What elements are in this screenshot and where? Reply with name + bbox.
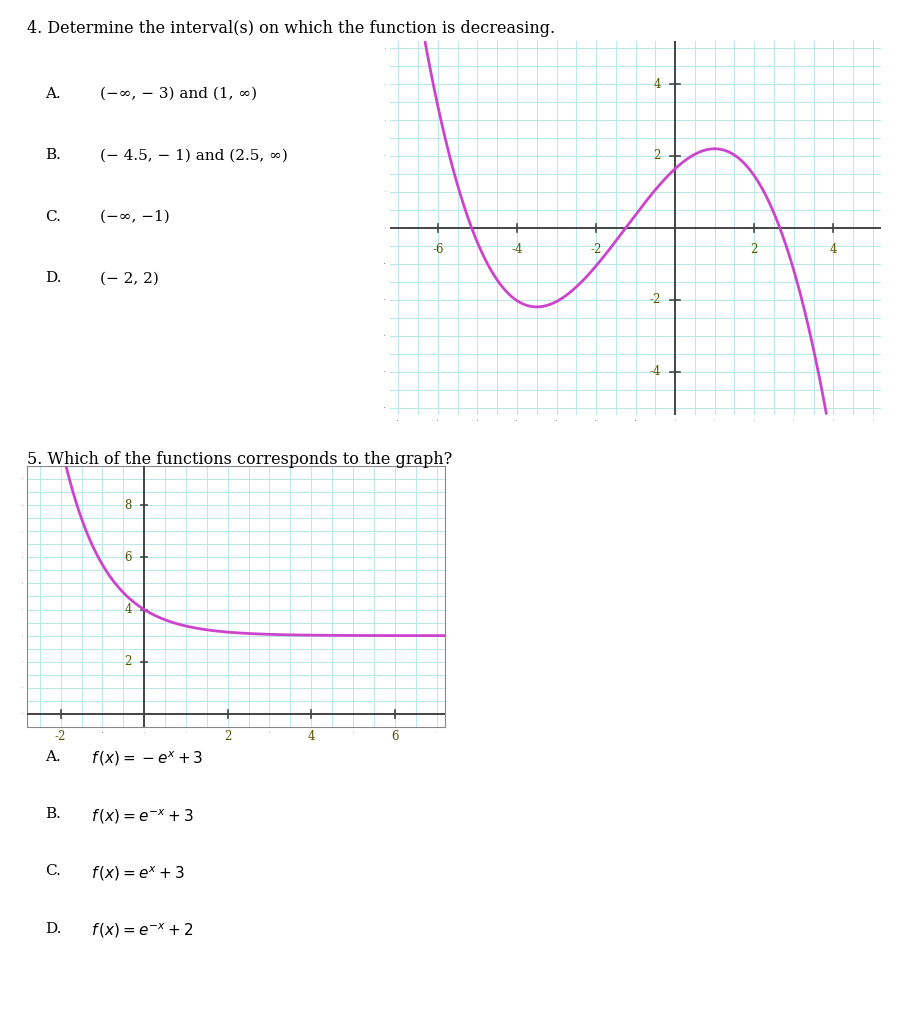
- Text: -2: -2: [590, 243, 602, 256]
- Text: -4: -4: [649, 366, 661, 378]
- Text: $f\,(x)=e^{-x}+2$: $f\,(x)=e^{-x}+2$: [91, 922, 193, 940]
- Text: (−∞, −1): (−∞, −1): [100, 210, 170, 224]
- Text: $f\,(x)=-e^{x}+3$: $f\,(x)=-e^{x}+3$: [91, 750, 203, 768]
- Text: 4: 4: [830, 243, 837, 256]
- Text: D.: D.: [45, 922, 62, 936]
- Text: C.: C.: [45, 864, 61, 879]
- Text: 5. Which of the functions corresponds to the graph?: 5. Which of the functions corresponds to…: [27, 451, 452, 468]
- Text: (− 4.5, − 1) and (2.5, ∞): (− 4.5, − 1) and (2.5, ∞): [100, 148, 288, 163]
- Text: -4: -4: [511, 243, 523, 256]
- Text: 2: 2: [224, 730, 232, 742]
- Text: (− 2, 2): (− 2, 2): [100, 271, 159, 286]
- Text: B.: B.: [45, 148, 61, 163]
- Text: $f\,(x)=e^{-x}+3$: $f\,(x)=e^{-x}+3$: [91, 807, 193, 825]
- Text: D.: D.: [45, 271, 62, 286]
- Text: $f\,(x)=e^{x}+3$: $f\,(x)=e^{x}+3$: [91, 864, 184, 883]
- Text: A.: A.: [45, 750, 61, 764]
- Text: -2: -2: [649, 293, 661, 306]
- Text: B.: B.: [45, 807, 61, 821]
- Text: 8: 8: [124, 499, 132, 512]
- Text: 2: 2: [654, 150, 661, 163]
- Text: 2: 2: [124, 655, 132, 669]
- Text: A.: A.: [45, 87, 61, 101]
- Text: 6: 6: [391, 730, 399, 742]
- Text: 2: 2: [751, 243, 758, 256]
- Text: 4: 4: [654, 78, 661, 90]
- Text: 4: 4: [124, 603, 132, 616]
- Text: -6: -6: [432, 243, 444, 256]
- Text: (−∞, − 3) and (1, ∞): (−∞, − 3) and (1, ∞): [100, 87, 257, 101]
- Text: -2: -2: [55, 730, 66, 742]
- Text: 4. Determine the interval(s) on which the function is decreasing.: 4. Determine the interval(s) on which th…: [27, 20, 556, 38]
- Text: C.: C.: [45, 210, 61, 224]
- Text: 4: 4: [308, 730, 315, 742]
- Text: 6: 6: [124, 551, 132, 564]
